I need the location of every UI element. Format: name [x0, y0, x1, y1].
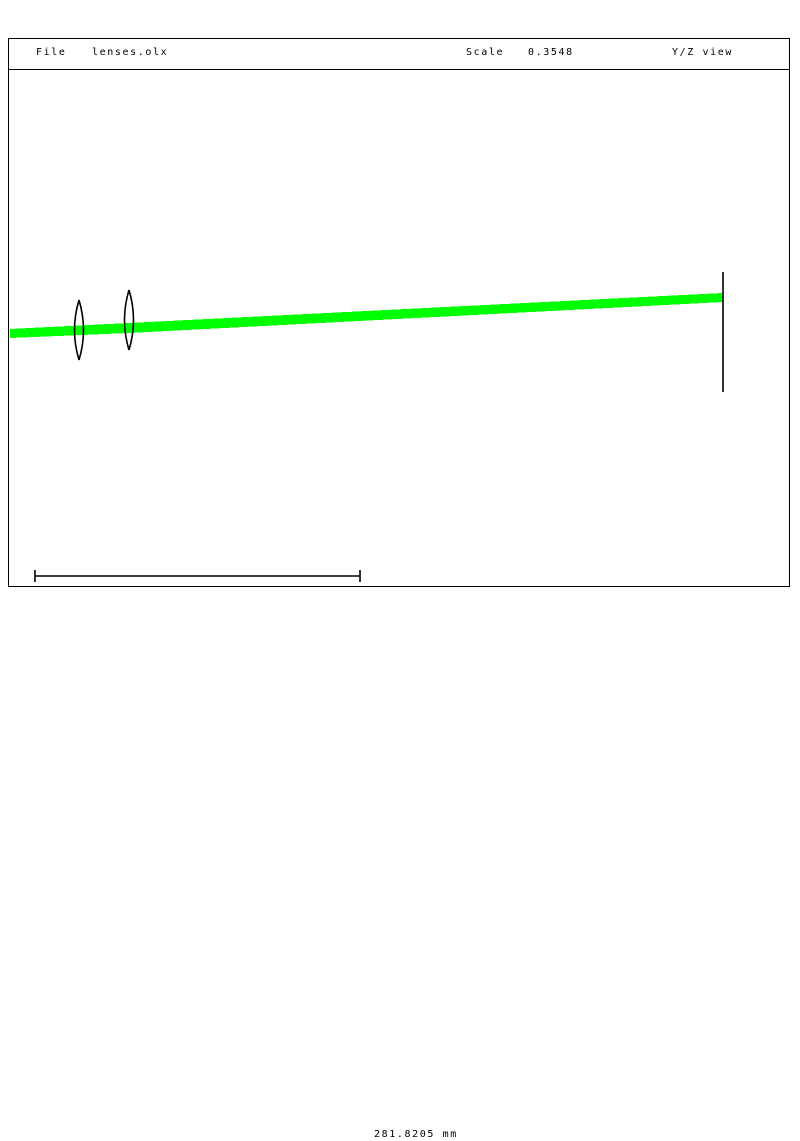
lens-surface-back	[128, 289, 135, 351]
plot-header-bar: File lenses.olx Scale 0.3548 Y/Z view	[8, 38, 790, 70]
view-orientation-label: Y/Z view	[672, 47, 733, 58]
scale-value: 0.3548	[528, 47, 574, 58]
ray-bundle-core	[10, 293, 723, 338]
scale-label: Scale	[466, 47, 505, 58]
scale-bar-length-label: 281.8205 mm	[374, 1129, 458, 1140]
lens-surface-back	[78, 299, 85, 361]
optical-layout-window: File lenses.olx Scale 0.3548 Y/Z view	[8, 38, 790, 1140]
file-label: File	[36, 47, 67, 58]
scale-bar-group: 281.8205 mm	[9, 560, 789, 1140]
lens-surface-front	[123, 289, 130, 351]
lens-element-1	[73, 299, 85, 361]
lens-surface-front	[73, 299, 80, 361]
file-name-value: lenses.olx	[92, 47, 169, 58]
optical-layout-svg	[10, 272, 724, 392]
scale-bar-svg	[34, 570, 361, 582]
green-ray-fan	[10, 293, 723, 338]
lens-element-2	[123, 289, 135, 351]
layout-canvas	[9, 71, 789, 586]
